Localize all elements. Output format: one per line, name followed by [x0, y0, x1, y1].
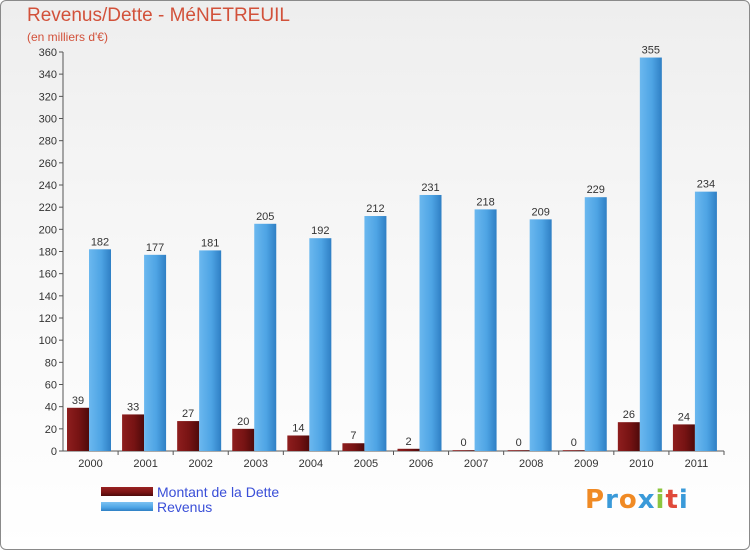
dette-value-label: 39	[72, 395, 84, 407]
logo-letter: r	[605, 485, 619, 515]
dette-bar	[287, 435, 310, 451]
revenus-bar	[364, 216, 387, 451]
dette-value-label: 24	[678, 411, 690, 423]
x-tick-label: 2001	[133, 458, 157, 470]
revenus-value-label: 181	[201, 237, 219, 249]
y-tick-label: 140	[39, 291, 57, 303]
y-tick-label: 220	[39, 202, 57, 214]
dette-value-label: 20	[237, 416, 249, 428]
x-tick-label: 2010	[629, 458, 653, 470]
legend-label-dette: Montant de la Dette	[157, 484, 280, 500]
revenus-value-label: 212	[366, 203, 384, 215]
revenus-bar	[89, 249, 111, 451]
y-tick-label: 80	[45, 357, 57, 369]
legend-swatch-revenus	[101, 502, 153, 511]
revenus-value-label: 177	[146, 242, 164, 254]
chart-subtitle: (en milliers d'€)	[27, 30, 108, 44]
dette-bar	[177, 421, 200, 451]
y-tick-label: 340	[39, 69, 57, 81]
y-tick-label: 100	[39, 335, 57, 347]
logo-letter: o	[618, 485, 638, 515]
y-tick-label: 20	[45, 424, 57, 436]
revenus-bar	[309, 238, 332, 451]
y-tick-label: 60	[45, 380, 57, 392]
dette-value-label: 7	[350, 430, 356, 442]
y-tick-label: 180	[39, 247, 57, 259]
revenus-bar	[584, 197, 607, 451]
y-tick-label: 240	[39, 180, 57, 192]
revenus-value-label: 192	[311, 225, 329, 237]
x-tick-label: 2006	[409, 458, 433, 470]
legend-swatch-dette	[101, 487, 153, 496]
dette-value-label: 0	[516, 437, 522, 449]
x-tick-label: 2005	[354, 458, 378, 470]
revenus-value-label: 182	[91, 236, 109, 248]
y-tick-label: 260	[39, 158, 57, 170]
dette-bar	[617, 422, 640, 451]
chart-title: Revenus/Dette - MéNETREUIL	[27, 5, 290, 26]
y-tick-label: 300	[39, 114, 57, 126]
revenus-bar	[144, 254, 167, 451]
revenus-bar	[254, 223, 277, 451]
legend-label-revenus: Revenus	[157, 499, 213, 515]
y-tick-label: 200	[39, 224, 57, 236]
dette-value-label: 14	[292, 422, 304, 434]
y-tick-label: 40	[45, 402, 57, 414]
dette-bar	[507, 450, 530, 451]
proxiti-logo: Proxiti	[585, 485, 689, 515]
dette-value-label: 0	[461, 437, 467, 449]
x-tick-label: 2000	[78, 458, 102, 470]
dette-bar	[232, 428, 255, 451]
x-tick-label: 2004	[299, 458, 323, 470]
logo-letter: P	[585, 485, 606, 515]
x-tick-label: 2007	[464, 458, 488, 470]
revenus-bar	[419, 194, 442, 451]
revenus-bar	[694, 191, 717, 451]
dette-bar	[122, 414, 145, 451]
dette-value-label: 33	[127, 401, 139, 413]
revenus-bar	[529, 219, 552, 451]
revenus-value-label: 229	[587, 184, 605, 196]
y-tick-label: 120	[39, 313, 57, 325]
x-tick-label: 2011	[685, 458, 709, 470]
dette-value-label: 0	[571, 437, 577, 449]
dette-bar	[67, 407, 89, 451]
logo-letter: i	[678, 485, 689, 515]
logo-letter: i	[655, 485, 666, 515]
x-tick-label: 2002	[188, 458, 212, 470]
revenus-bar	[639, 57, 662, 452]
y-tick-label: 0	[51, 446, 57, 458]
logo-letter: x	[637, 485, 656, 515]
dette-bar	[672, 424, 695, 451]
revenus-value-label: 234	[697, 179, 715, 191]
revenus-bar	[474, 209, 497, 451]
dette-bar	[342, 443, 365, 451]
y-tick-label: 320	[39, 91, 57, 103]
x-tick-label: 2008	[519, 458, 543, 470]
revenus-value-label: 218	[476, 196, 494, 208]
y-tick-label: 160	[39, 269, 57, 281]
revenus-value-label: 209	[531, 206, 549, 218]
revenus-value-label: 205	[256, 211, 274, 223]
revenus-bar	[199, 250, 222, 451]
y-tick-label: 360	[39, 47, 57, 59]
x-tick-label: 2003	[244, 458, 268, 470]
dette-bar	[562, 450, 585, 451]
dette-value-label: 26	[623, 409, 635, 421]
y-tick-label: 280	[39, 136, 57, 148]
dette-bar	[397, 448, 420, 451]
dette-bar	[452, 450, 475, 451]
logo-letter: t	[665, 485, 679, 515]
revenus-value-label: 355	[642, 45, 660, 57]
dette-value-label: 2	[405, 436, 411, 448]
dette-value-label: 27	[182, 408, 194, 420]
revenus-value-label: 231	[421, 182, 439, 194]
x-tick-label: 2009	[574, 458, 598, 470]
